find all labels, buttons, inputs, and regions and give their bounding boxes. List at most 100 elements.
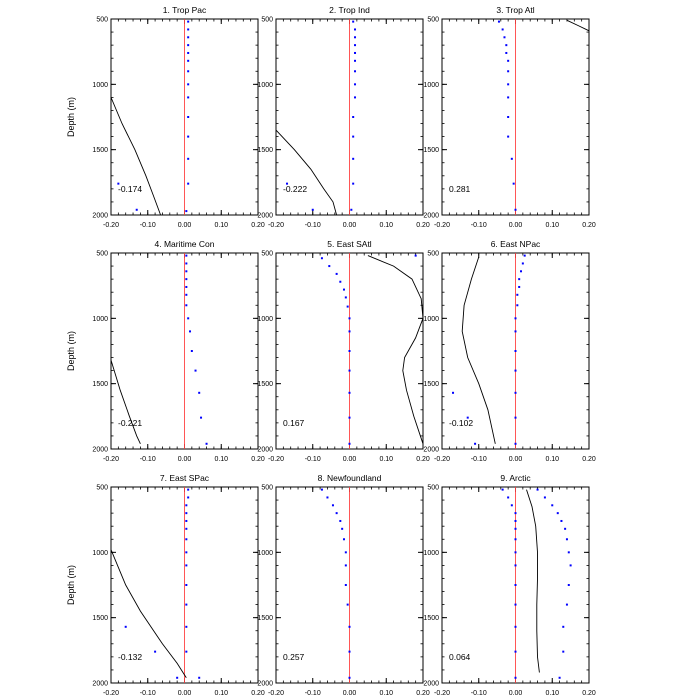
panel-2-blue-point <box>352 135 355 138</box>
panel-5-xtick-label: 0.00 <box>343 456 357 463</box>
panel-4-blue-point <box>200 416 203 419</box>
panel-1-blue-point <box>187 182 190 185</box>
panel-4-blue-point <box>185 270 188 273</box>
panel-4-ytick-label: 1500 <box>92 381 108 388</box>
panel-5-blue-point <box>346 305 349 308</box>
panel-6-blue-point <box>452 391 455 394</box>
panel-2-ytick-label: 1500 <box>257 147 273 154</box>
panel-3-blue-point <box>507 59 510 62</box>
panel-5-blue-point <box>348 369 351 372</box>
panel-4-ytick-label: 500 <box>96 251 108 258</box>
panel-1-blue-point <box>135 208 138 211</box>
panel-1-blue-point <box>187 157 190 160</box>
panel-8-ytick-label: 2000 <box>257 681 273 688</box>
panel-7-xtick-label: -0.10 <box>140 690 156 697</box>
panel-4: 4. Maritime Con -0.20 -0.10 0.00 0.10 0.20 500… <box>66 239 265 463</box>
panel-5-xtick-label: 0.10 <box>379 456 393 463</box>
panel-1-blue-point <box>187 44 190 47</box>
panel-2-xtick-label: 0.20 <box>416 222 430 229</box>
panel-4-xtick-label: -0.10 <box>140 456 156 463</box>
panel-8-xtick-label: -0.10 <box>305 690 321 697</box>
panel-7-blue-point <box>187 496 190 499</box>
panel-4-annotation: -0.221 <box>118 418 142 428</box>
panel-9-blue-point <box>514 564 517 567</box>
panel-2-ytick-label: 2000 <box>257 213 273 220</box>
panel-6-blue-point <box>514 350 517 352</box>
panel-4-blue-point <box>185 304 188 307</box>
panel-8-blue-point <box>342 538 345 541</box>
panel-3-ytick-label: 500 <box>427 17 439 24</box>
panel-7-blue-point <box>185 625 188 628</box>
panel-9-blue-point <box>510 504 513 507</box>
panel-1-blue-point <box>187 135 190 138</box>
panel-9-xtick-label: 0.00 <box>509 690 523 697</box>
panel-3-ytick-label: 1000 <box>423 82 439 89</box>
panel-8-blue-point <box>348 650 351 653</box>
panel-2-annotation: -0.222 <box>283 184 307 194</box>
panel-8-blue-point <box>344 551 347 554</box>
panel-4-xtick-label: 0.20 <box>251 456 265 463</box>
panel-4-blue-point <box>185 293 188 296</box>
panel-5-blue-point <box>342 288 345 291</box>
panel-6-blue-point <box>518 285 521 288</box>
panel-9-blue-point <box>514 519 517 522</box>
panel-5-title: 5. East SAtl <box>327 239 372 249</box>
panel-5-xtick-label: -0.20 <box>268 456 284 463</box>
panel-9-ytick-label: 1000 <box>423 550 439 557</box>
panel-8-annotation: 0.257 <box>283 652 305 662</box>
panel-9-blue-point <box>565 603 568 606</box>
panel-2-blue-point <box>311 208 314 211</box>
panel-8-title: 8. Newfoundland <box>318 473 382 483</box>
panel-3-xtick-label: -0.10 <box>471 222 487 229</box>
panel-8-blue-point <box>320 488 323 491</box>
panel-2-ytick-label: 1000 <box>257 82 273 89</box>
panel-7-blue-point <box>185 504 188 507</box>
panel-6-xtick-label: -0.20 <box>434 456 450 463</box>
panel-3-blue-point <box>507 70 510 73</box>
panel-7-annotation: -0.132 <box>118 652 142 662</box>
panel-9-blue-point <box>514 551 517 554</box>
panel-9-blue-point <box>501 488 504 491</box>
panel-1-blue-point <box>187 28 190 31</box>
panel-3-blue-point <box>503 36 506 39</box>
panel-5-ytick-label: 500 <box>261 251 273 258</box>
panel-1-blue-point <box>187 36 190 39</box>
panel-2-blue-point <box>352 157 355 160</box>
panel-5-blue-point <box>348 391 351 394</box>
panel-1-ytick-label: 1500 <box>92 147 108 154</box>
panel-5-blue-point <box>348 330 351 333</box>
panel-5-blue-point <box>344 296 347 299</box>
panel-1-ytick-label: 2000 <box>92 213 108 220</box>
panel-8-blue-point <box>344 564 347 567</box>
panel-9: 9. Arctic -0.20 -0.10 0.00 0.10 0.20 500 1000 15… <box>423 473 595 697</box>
panel-6-blue-point <box>514 330 517 333</box>
panel-1-xtick-label: 0.10 <box>214 222 228 229</box>
panel-4-blue-point <box>189 330 192 333</box>
panel-9-blue-point <box>551 504 554 507</box>
panel-2-xtick-label: -0.10 <box>305 222 321 229</box>
panel-3-blue-point <box>514 208 517 211</box>
panel-8-blue-point <box>348 676 351 679</box>
panel-2-blue-point <box>354 96 357 99</box>
panel-4-blue-point <box>190 350 193 352</box>
panel-6-blue-point <box>514 442 517 445</box>
panel-8-xtick-label: 0.10 <box>379 690 393 697</box>
panel-3-blue-point <box>510 157 513 160</box>
panel-7-blue-point <box>185 551 188 554</box>
panel-9-blue-point <box>514 676 517 679</box>
panel-9-blue-point <box>556 512 559 515</box>
panel-6-ytick-label: 1000 <box>423 316 439 323</box>
panel-7-blue-point <box>185 650 188 653</box>
panel-8-blue-point <box>326 496 329 499</box>
panel-1-blue-point <box>187 116 190 118</box>
panel-6-profile-line <box>461 256 496 444</box>
panel-4-blue-point <box>185 254 188 257</box>
panel-9-blue-point <box>567 551 570 554</box>
panel-6-blue-point <box>474 442 477 445</box>
panel-1-ytick-label: 1000 <box>92 82 108 89</box>
panel-9-ytick-label: 1500 <box>423 615 439 622</box>
panel-1-title: 1. Trop Pac <box>163 5 207 15</box>
panel-1-blue-point <box>117 182 120 185</box>
panel-3-ytick-label: 2000 <box>423 213 439 220</box>
panel-2: 2. Trop Ind -0.20 -0.10 0.00 0.10 0.20 500 1000… <box>257 5 429 229</box>
